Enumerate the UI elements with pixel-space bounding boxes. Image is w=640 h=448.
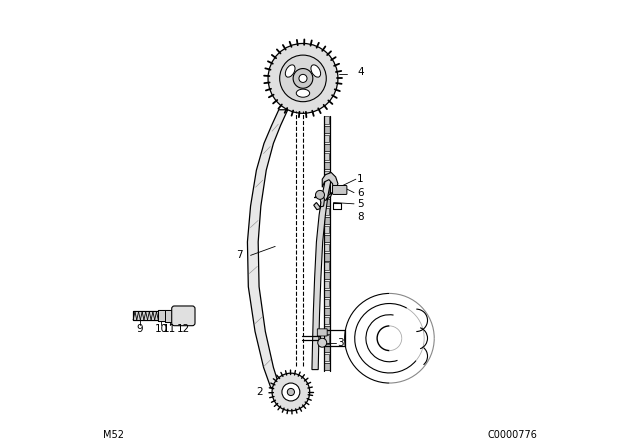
Bar <box>324 235 330 242</box>
Text: 10: 10 <box>154 324 168 334</box>
Ellipse shape <box>311 65 321 77</box>
Bar <box>324 308 330 315</box>
Text: 9: 9 <box>136 324 143 334</box>
Bar <box>324 208 329 215</box>
FancyBboxPatch shape <box>317 329 327 336</box>
Bar <box>324 153 329 160</box>
Circle shape <box>287 388 294 396</box>
FancyBboxPatch shape <box>172 306 195 326</box>
Circle shape <box>299 74 307 82</box>
Bar <box>324 299 329 306</box>
Bar <box>324 271 330 279</box>
Circle shape <box>272 373 310 411</box>
Text: 8: 8 <box>357 212 364 222</box>
Bar <box>324 317 329 324</box>
Bar <box>324 198 330 206</box>
Text: 1: 1 <box>357 174 364 184</box>
Text: 6: 6 <box>357 188 364 198</box>
Bar <box>324 190 329 197</box>
Text: 12: 12 <box>177 324 190 334</box>
Text: 3: 3 <box>337 338 344 348</box>
Bar <box>324 181 330 188</box>
Bar <box>324 263 329 270</box>
Bar <box>158 310 165 321</box>
Circle shape <box>317 338 327 347</box>
Polygon shape <box>314 193 324 210</box>
Polygon shape <box>323 172 338 201</box>
Bar <box>324 135 329 142</box>
Text: 4: 4 <box>357 67 364 77</box>
Bar <box>324 326 330 334</box>
Text: 2: 2 <box>256 387 263 397</box>
Text: 5: 5 <box>357 199 364 209</box>
Text: C0000776: C0000776 <box>488 430 538 439</box>
Bar <box>324 171 329 178</box>
Bar <box>324 353 329 361</box>
Ellipse shape <box>296 89 310 97</box>
Bar <box>324 162 330 169</box>
Bar <box>324 363 330 370</box>
Bar <box>324 116 330 371</box>
Bar <box>324 125 330 133</box>
Bar <box>324 116 329 124</box>
Bar <box>165 310 174 322</box>
Circle shape <box>282 383 300 401</box>
Bar <box>324 345 330 352</box>
Bar <box>324 244 329 251</box>
Polygon shape <box>312 179 332 370</box>
Circle shape <box>316 190 324 199</box>
Bar <box>324 280 329 288</box>
Bar <box>324 253 330 261</box>
Bar <box>324 290 330 297</box>
Polygon shape <box>248 110 288 388</box>
Bar <box>324 336 329 343</box>
Circle shape <box>293 69 313 88</box>
Circle shape <box>268 43 338 113</box>
Text: 11: 11 <box>163 324 177 334</box>
Bar <box>324 144 330 151</box>
Circle shape <box>280 55 326 102</box>
Bar <box>133 311 158 320</box>
Bar <box>324 217 330 224</box>
Text: 7: 7 <box>236 250 243 260</box>
Bar <box>324 226 329 233</box>
Text: M52: M52 <box>102 430 124 439</box>
FancyBboxPatch shape <box>333 185 347 194</box>
Ellipse shape <box>285 65 295 77</box>
